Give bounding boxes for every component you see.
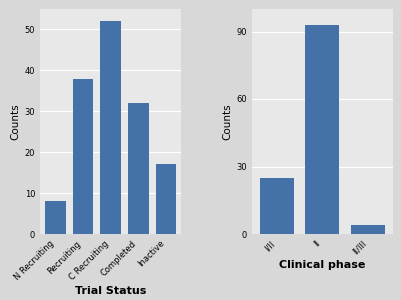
X-axis label: Clinical phase: Clinical phase: [279, 260, 366, 270]
Bar: [128, 103, 149, 234]
Bar: [305, 25, 340, 234]
Bar: [351, 225, 385, 234]
Bar: [45, 201, 66, 234]
Bar: [156, 164, 176, 234]
X-axis label: Trial Status: Trial Status: [75, 286, 146, 296]
Bar: [73, 79, 93, 234]
Bar: [260, 178, 294, 234]
Bar: [100, 21, 121, 234]
Y-axis label: Counts: Counts: [222, 103, 232, 140]
Y-axis label: Counts: Counts: [10, 103, 20, 140]
